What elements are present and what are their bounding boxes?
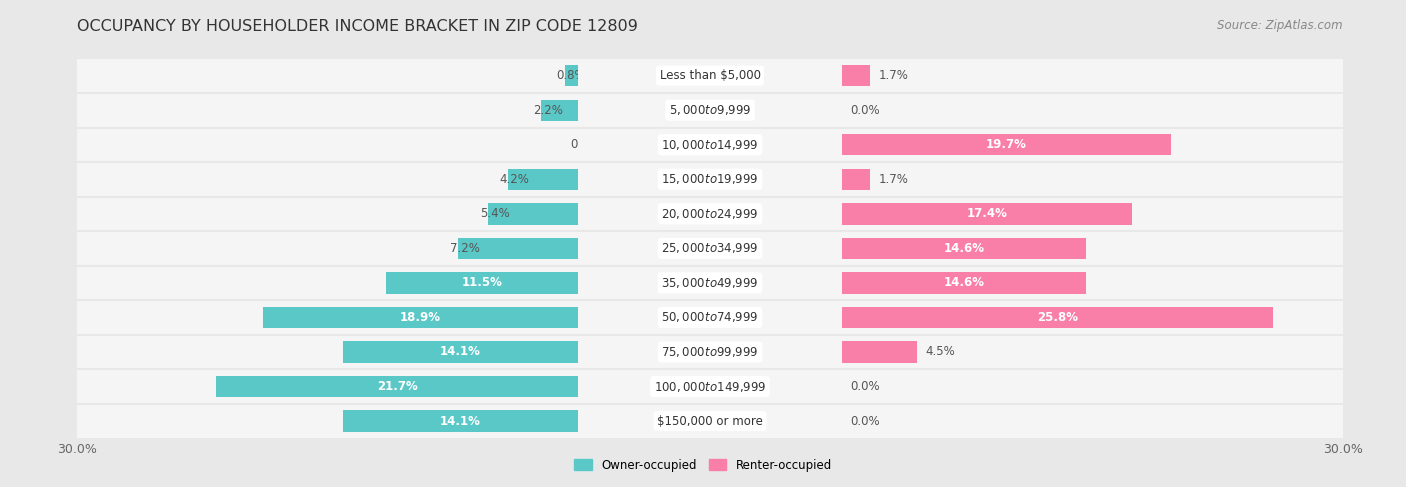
Bar — [343, 341, 578, 363]
Text: 18.9%: 18.9% — [399, 311, 441, 324]
Text: $75,000 to $99,999: $75,000 to $99,999 — [661, 345, 759, 359]
Text: Less than $5,000: Less than $5,000 — [659, 69, 761, 82]
Bar — [387, 272, 578, 294]
Bar — [842, 203, 1132, 225]
Bar — [508, 169, 578, 190]
Bar — [565, 65, 578, 86]
Bar — [77, 300, 578, 335]
Text: 19.7%: 19.7% — [986, 138, 1026, 151]
Text: 1.7%: 1.7% — [879, 69, 908, 82]
Text: $10,000 to $14,999: $10,000 to $14,999 — [661, 138, 759, 152]
Text: $50,000 to $74,999: $50,000 to $74,999 — [661, 310, 759, 324]
Bar — [263, 307, 578, 328]
Bar — [77, 93, 578, 128]
Text: $5,000 to $9,999: $5,000 to $9,999 — [669, 103, 751, 117]
Bar — [842, 162, 1343, 197]
Text: 14.6%: 14.6% — [943, 242, 984, 255]
Bar — [842, 404, 1343, 438]
Text: 0.0%: 0.0% — [851, 380, 880, 393]
Bar — [77, 265, 578, 300]
Bar — [77, 58, 578, 93]
Bar — [842, 231, 1343, 265]
Bar — [458, 238, 578, 259]
Text: 14.6%: 14.6% — [943, 277, 984, 289]
Bar — [77, 404, 578, 438]
Bar — [578, 300, 842, 335]
Text: 17.4%: 17.4% — [967, 207, 1008, 220]
Text: 5.4%: 5.4% — [479, 207, 509, 220]
Text: $150,000 or more: $150,000 or more — [657, 414, 763, 428]
Bar — [842, 58, 1343, 93]
Text: 7.2%: 7.2% — [450, 242, 479, 255]
Text: Source: ZipAtlas.com: Source: ZipAtlas.com — [1218, 19, 1343, 33]
Bar — [842, 197, 1343, 231]
Text: 25.8%: 25.8% — [1036, 311, 1078, 324]
Legend: Owner-occupied, Renter-occupied: Owner-occupied, Renter-occupied — [569, 454, 837, 476]
Text: $20,000 to $24,999: $20,000 to $24,999 — [661, 207, 759, 221]
Bar — [842, 335, 1343, 369]
Bar — [842, 169, 870, 190]
Bar — [842, 65, 870, 86]
Bar — [578, 265, 842, 300]
Text: 2.2%: 2.2% — [533, 104, 562, 117]
Bar — [578, 128, 842, 162]
Bar — [343, 411, 578, 432]
Text: $25,000 to $34,999: $25,000 to $34,999 — [661, 242, 759, 255]
Text: 0.0%: 0.0% — [851, 414, 880, 428]
Text: OCCUPANCY BY HOUSEHOLDER INCOME BRACKET IN ZIP CODE 12809: OCCUPANCY BY HOUSEHOLDER INCOME BRACKET … — [77, 19, 638, 35]
Bar — [842, 300, 1343, 335]
Bar — [578, 93, 842, 128]
Bar — [77, 335, 578, 369]
Text: 0.0%: 0.0% — [851, 104, 880, 117]
Bar — [842, 238, 1085, 259]
Bar — [77, 197, 578, 231]
Text: 1.7%: 1.7% — [879, 173, 908, 186]
Text: 4.2%: 4.2% — [499, 173, 530, 186]
Text: 0.8%: 0.8% — [557, 69, 586, 82]
Bar — [541, 99, 578, 121]
Text: $35,000 to $49,999: $35,000 to $49,999 — [661, 276, 759, 290]
Text: $100,000 to $149,999: $100,000 to $149,999 — [654, 379, 766, 393]
Text: 11.5%: 11.5% — [461, 277, 503, 289]
Bar — [488, 203, 578, 225]
Text: 14.1%: 14.1% — [440, 345, 481, 358]
Bar — [842, 265, 1343, 300]
Bar — [578, 335, 842, 369]
Bar — [842, 134, 1171, 155]
Bar — [578, 162, 842, 197]
Bar — [842, 307, 1272, 328]
Text: 0.0%: 0.0% — [569, 138, 599, 151]
Bar — [578, 231, 842, 265]
Bar — [842, 369, 1343, 404]
Text: 21.7%: 21.7% — [377, 380, 418, 393]
Text: $15,000 to $19,999: $15,000 to $19,999 — [661, 172, 759, 187]
Bar — [77, 369, 578, 404]
Bar — [578, 197, 842, 231]
Bar — [77, 162, 578, 197]
Bar — [842, 272, 1085, 294]
Bar — [77, 231, 578, 265]
Bar — [77, 128, 578, 162]
Bar — [842, 128, 1343, 162]
Text: 14.1%: 14.1% — [440, 414, 481, 428]
Bar — [578, 58, 842, 93]
Bar — [842, 341, 917, 363]
Bar — [578, 369, 842, 404]
Bar — [217, 376, 578, 397]
Bar — [578, 404, 842, 438]
Bar — [842, 93, 1343, 128]
Text: 4.5%: 4.5% — [925, 345, 955, 358]
